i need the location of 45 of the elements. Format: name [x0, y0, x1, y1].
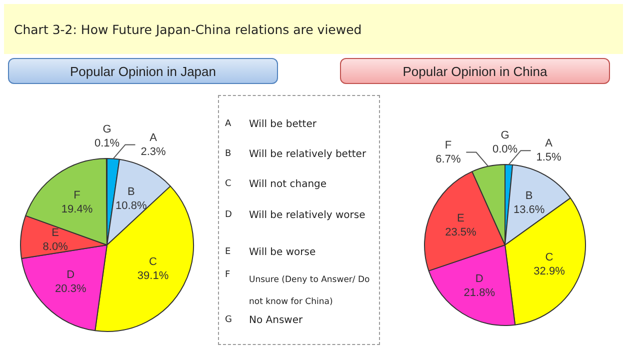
slice-label: D: [66, 269, 75, 282]
chart-subtitle: Popular Opinion in Japan: [8, 58, 278, 84]
slice-label: E: [457, 212, 464, 225]
text: D: [225, 209, 233, 220]
slice-label: A: [150, 132, 158, 144]
data-label: 6.7%: [436, 153, 461, 166]
text: 0.0%: [492, 144, 518, 156]
chart-title: Chart 3-2: How Future Japan-China relations are viewed: [4, 4, 623, 54]
data-label: 0.1%: [94, 138, 120, 150]
chart-subtitle: Popular Opinion in China: [340, 58, 610, 84]
data-label: 21.8%: [464, 286, 496, 299]
data-label: 39.1%: [137, 270, 169, 282]
data-label: 8.0%: [42, 241, 68, 254]
data-label: 13.6%: [513, 204, 545, 216]
slice-label: A: [545, 138, 554, 150]
slice-label: B: [525, 190, 533, 202]
text: Will be relatively better: [249, 148, 368, 161]
slice-label: E: [52, 227, 59, 240]
slice-label: D: [475, 272, 484, 285]
data-label: 23.5%: [445, 226, 477, 239]
text: Will not change: [249, 178, 328, 191]
text: G: [225, 314, 233, 325]
text: B: [225, 148, 232, 159]
text: No Answer: [249, 314, 304, 327]
slice-label: C: [545, 251, 554, 264]
data-label: 19.4%: [61, 204, 93, 216]
category-label: G: [500, 130, 510, 142]
text: Will be better: [249, 118, 318, 131]
data-label: 20.3%: [55, 283, 86, 296]
slice-label: G: [102, 124, 112, 136]
text: Will be worse: [249, 246, 317, 259]
slice-label: F: [444, 139, 452, 152]
slice-label: B: [127, 186, 135, 198]
slice-label: F: [74, 190, 81, 202]
text: A: [225, 118, 232, 129]
slice-label: C: [149, 256, 158, 268]
data-label: 2.3%: [140, 146, 166, 158]
text: F: [225, 269, 232, 280]
text: C: [225, 178, 232, 189]
text: E: [225, 246, 232, 257]
text: Unsure (Deny to Answer/ Do not know for China): [249, 275, 370, 307]
data-label: 10.8%: [116, 200, 147, 212]
data-label: 32.9%: [534, 265, 566, 278]
text: Will be relatively worse: [249, 209, 366, 222]
data-label: 1.5%: [536, 152, 562, 164]
